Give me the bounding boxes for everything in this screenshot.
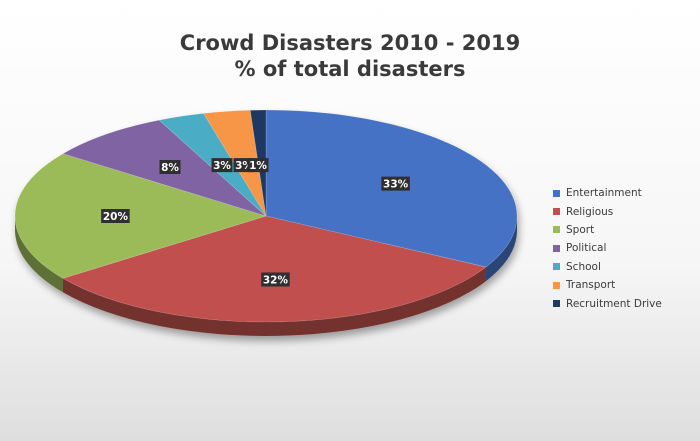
- legend-swatch: [553, 208, 560, 216]
- legend-item-recruitment-drive: Recruitment Drive: [553, 294, 662, 312]
- legend: Entertainment Religious Sport Political Scho…: [553, 184, 662, 313]
- legend-label: Political: [566, 242, 607, 255]
- legend-swatch: [553, 189, 560, 197]
- data-label-political: 8%: [159, 159, 181, 174]
- legend-item-sport: Sport: [553, 221, 662, 239]
- data-label-box: [211, 158, 233, 173]
- data-label-recruitment-drive: 1%: [247, 158, 269, 173]
- slice-sport: [14, 153, 268, 279]
- data-label-text: 8%: [161, 162, 179, 174]
- legend-swatch: [553, 244, 560, 252]
- slice-religious: [62, 215, 487, 323]
- data-label-text: 32%: [263, 274, 289, 286]
- slice-side-sport: [15, 216, 63, 293]
- data-label-box: [159, 159, 181, 174]
- legend-item-transport: Transport: [553, 276, 662, 294]
- legend-item-entertainment: Entertainment: [553, 184, 662, 202]
- legend-label: School: [566, 260, 601, 273]
- slice-side-entertainment: [485, 216, 517, 282]
- data-label-box: [381, 176, 410, 191]
- legend-swatch: [553, 281, 560, 289]
- legend-item-political: Political: [553, 239, 662, 257]
- legend-item-religious: Religious: [553, 202, 662, 220]
- data-label-text: 3%: [213, 160, 231, 172]
- data-label-religious: 32%: [261, 272, 290, 287]
- chart-title: Crowd Disasters 2010 - 2019: [179, 31, 521, 55]
- legend-item-school: School: [553, 258, 662, 276]
- data-label-school: 3%: [211, 158, 233, 173]
- legend-label: Entertainment: [566, 187, 642, 200]
- legend-label: Sport: [566, 223, 595, 236]
- legend-label: Transport: [566, 279, 616, 292]
- data-label-text: 1%: [249, 160, 267, 172]
- data-label-entertainment: 33%: [381, 176, 410, 191]
- data-label-box: [101, 209, 130, 223]
- legend-swatch: [553, 300, 560, 308]
- legend-label: Recruitment Drive: [566, 297, 662, 310]
- legend-label: Religious: [566, 205, 614, 218]
- data-label-text: 20%: [103, 211, 129, 223]
- data-label-sport: 20%: [101, 209, 130, 223]
- legend-swatch: [553, 226, 560, 234]
- data-label-box: [247, 158, 269, 173]
- data-label-box: [261, 272, 290, 287]
- legend-swatch: [553, 263, 560, 271]
- chart-subtitle: % of total disasters: [234, 57, 466, 81]
- data-label-text: 33%: [383, 179, 409, 191]
- slice-side-religious: [62, 267, 486, 337]
